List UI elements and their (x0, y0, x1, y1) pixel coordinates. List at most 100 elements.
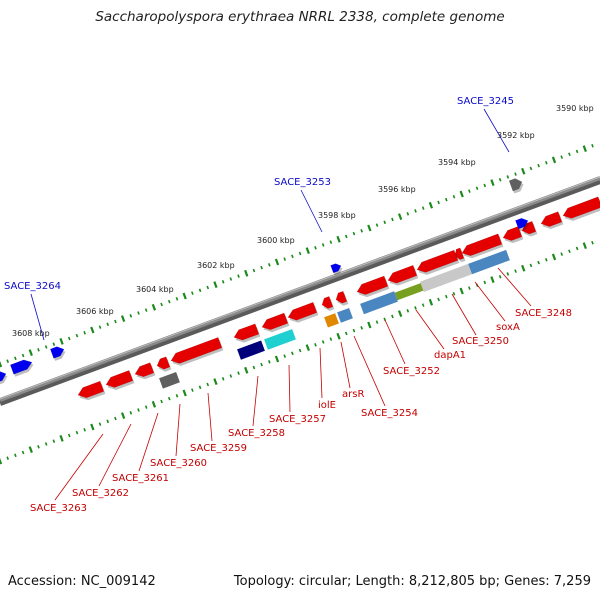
leader-reverse (451, 293, 477, 336)
label-reverse-gene: SACE_3260 (150, 458, 207, 469)
upper-scale-tick (414, 209, 417, 213)
scale-label: 3594 kbp (438, 158, 476, 167)
leader-forward (30, 293, 45, 341)
leader-forward (300, 189, 323, 233)
upper-scale-tick (268, 263, 271, 267)
lower-scale-tick (537, 260, 540, 265)
scale-label: 3596 kbp (378, 185, 416, 194)
gene-iole (324, 313, 339, 328)
upper-scale-tick (360, 229, 363, 233)
lower-scale-tick (452, 292, 456, 296)
backbone-line (0, 176, 600, 402)
accession-text: Accession: NC_009142 (8, 574, 156, 589)
upper-scale-tick (129, 314, 133, 318)
upper-scale-tick (83, 331, 86, 335)
scale-label: 3604 kbp (136, 285, 174, 294)
gene-labels: SACE_3245 SACE_3253 SACE_3264 SACE_3248 soxA… (4, 96, 572, 514)
lower-scale-tick (298, 348, 302, 353)
lower-scale-tick (44, 442, 48, 446)
scale-ticks (0, 143, 594, 465)
lower-scale-tick (360, 326, 363, 330)
feature-steelblue-c (337, 308, 353, 323)
lower-scale-tick (221, 377, 225, 381)
gene-sace-3253b (356, 275, 389, 295)
lower-scale-tick (6, 456, 10, 460)
lower-scale-tick (182, 389, 187, 397)
lower-scale-tick (14, 453, 17, 458)
gene-sace-3264b (9, 359, 33, 375)
upper-scale-tick (252, 268, 256, 273)
gene-sace-3252c (387, 264, 418, 284)
upper-scale-tick (191, 291, 194, 295)
gene-soxa (502, 226, 523, 241)
upper-scale-tick (397, 213, 403, 221)
lower-scale-tick (52, 439, 56, 443)
lower-scale-tick (67, 433, 71, 438)
upper-scale-tick (498, 177, 502, 182)
upper-scale-tick (383, 220, 387, 225)
gene-sace-3253 (330, 263, 342, 274)
label-reverse-gene: SACE_3250 (452, 336, 509, 347)
upper-scale-tick (283, 257, 287, 261)
scale-label: 3608 kbp (12, 329, 50, 338)
label-reverse-gene: dapA1 (434, 350, 466, 361)
lower-scale-tick (314, 343, 317, 347)
lower-scale-tick (198, 385, 202, 390)
lower-scale-tick (551, 253, 557, 261)
upper-scale-tick (321, 243, 325, 247)
backbone-highlight (0, 176, 600, 400)
lower-scale-tick (120, 412, 126, 420)
lower-scale-tick (144, 405, 148, 409)
genome-summary-text: Topology: circular; Length: 8,212,805 bp… (233, 574, 591, 589)
lower-scale-tick (406, 309, 410, 313)
lower-scale-tick (498, 274, 502, 279)
leader-reverse (353, 335, 386, 407)
label-reverse-gene: arsR (342, 389, 364, 400)
lower-scale-tick (582, 242, 587, 249)
lower-scale-tick (75, 430, 79, 435)
upper-scale-tick (6, 359, 10, 363)
upper-scale-tick (444, 197, 448, 202)
upper-scale-tick (114, 319, 117, 324)
upper-scale-tick (314, 246, 317, 250)
label-leader-lines (30, 108, 532, 501)
lower-scale-tick (367, 321, 372, 329)
lower-scale-tick (90, 423, 95, 431)
upper-scale-tick (221, 280, 225, 284)
lower-scale-tick (260, 362, 263, 367)
upper-scale-tick (475, 186, 479, 191)
lower-scale-tick (28, 446, 33, 454)
lower-scale-tick (575, 246, 579, 251)
gene-sace-3258 (237, 340, 265, 360)
leader-reverse (497, 267, 532, 307)
upper-scale-tick (260, 265, 263, 270)
lower-scale-tick (59, 434, 64, 442)
lower-scale-tick (191, 388, 194, 392)
lower-scale-tick (521, 264, 526, 272)
lower-scale-tick (274, 355, 280, 363)
upper-scale-tick (59, 337, 64, 345)
leader-reverse (384, 319, 406, 365)
upper-scale-tick (160, 302, 163, 307)
upper-scale-tick (120, 315, 126, 323)
label-reverse-gene: SACE_3263 (30, 503, 87, 514)
lower-scale-tick (283, 354, 287, 358)
gene-sace-3257b (287, 301, 318, 321)
gene-sace-3264c (0, 371, 7, 382)
upper-scale-tick (459, 190, 464, 198)
leader-reverse (319, 347, 323, 399)
upper-scale-tick (490, 179, 495, 186)
lower-scale-tick (305, 344, 310, 352)
lower-scale-tick (244, 366, 249, 374)
gene-sace-3248b (540, 211, 563, 227)
upper-scale-tick (545, 160, 548, 165)
feature-olive (394, 283, 424, 301)
leader-reverse (138, 412, 159, 472)
upper-scale-tick (175, 297, 179, 301)
upper-scale-tick (437, 200, 440, 205)
feature-steelblue-b (360, 291, 398, 315)
upper-scale-tick (329, 240, 333, 244)
lower-scale-tick (560, 252, 564, 256)
label-reverse-gene: SACE_3262 (72, 488, 129, 499)
